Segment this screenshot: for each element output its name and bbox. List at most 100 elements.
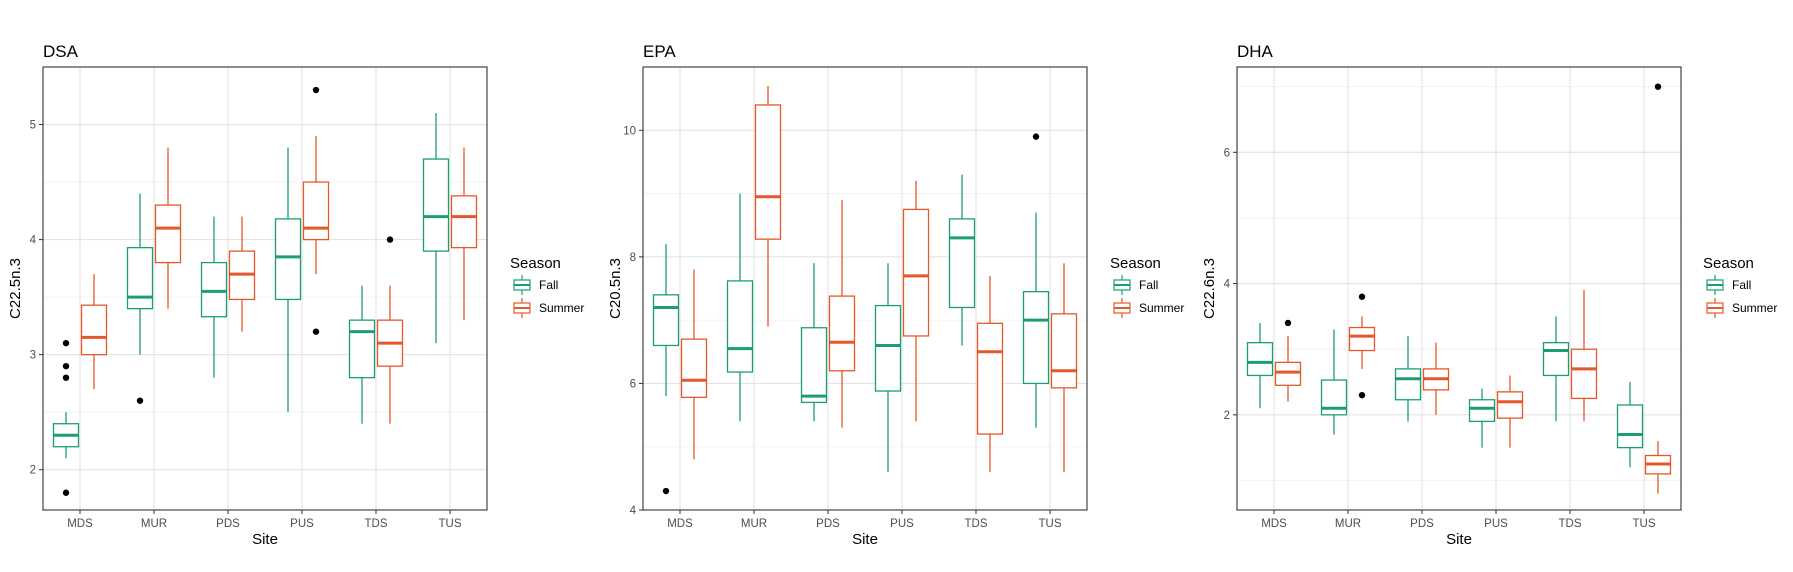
box-body bbox=[1246, 341, 1274, 377]
legend-key-summer: Summer bbox=[1113, 298, 1184, 318]
x-tick-label: TUS bbox=[1039, 518, 1062, 530]
outlier-point bbox=[1358, 391, 1366, 399]
box-fall-pus bbox=[274, 147, 302, 413]
box-fall-mds bbox=[1246, 322, 1274, 409]
x-axis-title: Site bbox=[1446, 531, 1472, 548]
legend: Season Fall Summer bbox=[1110, 255, 1184, 318]
box-body bbox=[902, 208, 930, 337]
legend-key-fall: Fall bbox=[1113, 275, 1158, 295]
x-tick-label: TDS bbox=[965, 518, 988, 530]
x-tick-label: MUR bbox=[741, 518, 767, 530]
x-tick-label: PDS bbox=[1410, 518, 1434, 530]
box-body bbox=[1050, 313, 1078, 389]
box-body bbox=[200, 261, 228, 318]
box-body bbox=[348, 319, 376, 379]
box-body bbox=[726, 280, 754, 373]
legend-label-summer: Summer bbox=[1732, 301, 1777, 315]
box-body bbox=[828, 295, 856, 372]
x-axis-title: Site bbox=[252, 531, 278, 548]
plot-area bbox=[43, 67, 487, 510]
y-tick-label: 6 bbox=[1224, 147, 1230, 159]
box-body bbox=[976, 322, 1004, 435]
outlier-point bbox=[1654, 83, 1662, 90]
legend-key-fall: Fall bbox=[513, 275, 558, 295]
y-tick-label: 2 bbox=[1224, 410, 1230, 422]
y-tick-label: 8 bbox=[630, 252, 636, 264]
box-body bbox=[154, 204, 182, 264]
x-tick-label: MDS bbox=[1261, 518, 1287, 530]
box-summer-mur bbox=[154, 147, 182, 309]
outlier-point bbox=[62, 362, 70, 370]
box-summer-mds bbox=[80, 274, 108, 390]
x-tick-label: TDS bbox=[365, 518, 388, 530]
box-body bbox=[754, 104, 782, 240]
box-body bbox=[450, 195, 478, 249]
x-tick-label: TUS bbox=[1633, 518, 1656, 530]
x-tick-label: MDS bbox=[667, 518, 693, 530]
box-summer-pus bbox=[902, 180, 930, 422]
x-tick-label: PDS bbox=[216, 518, 240, 530]
chart-title: DSA bbox=[43, 42, 79, 61]
box-body bbox=[1394, 368, 1422, 401]
box-fall-mur bbox=[1320, 329, 1348, 435]
legend-label-fall: Fall bbox=[539, 278, 558, 292]
box-body bbox=[1496, 391, 1524, 419]
box-summer-pus bbox=[1496, 375, 1524, 448]
box-summer-mur bbox=[754, 85, 782, 327]
outlier-point bbox=[662, 487, 670, 495]
x-tick-label: MUR bbox=[1335, 518, 1361, 530]
x-tick-label: PUS bbox=[1484, 518, 1508, 530]
box-body bbox=[652, 294, 680, 347]
box-fall-mur bbox=[126, 193, 154, 404]
x-tick-label: TUS bbox=[439, 518, 462, 530]
outlier-point bbox=[312, 86, 320, 94]
x-tick-label: MUR bbox=[141, 518, 167, 530]
y-tick-label: 2 bbox=[30, 465, 36, 477]
legend-key-fall: Fall bbox=[1706, 275, 1751, 295]
y-tick-label: 4 bbox=[1224, 279, 1231, 291]
y-tick-label: 3 bbox=[30, 350, 36, 362]
y-axis-title: C22.5n.3 bbox=[7, 258, 24, 319]
box-fall-tds bbox=[948, 174, 976, 346]
box-fall-mds bbox=[52, 339, 80, 496]
x-tick-label: PDS bbox=[816, 518, 840, 530]
box-summer-tus bbox=[450, 147, 478, 321]
box-summer-tds bbox=[376, 236, 404, 424]
box-body bbox=[680, 338, 708, 399]
box-body bbox=[948, 218, 976, 309]
box-fall-tus bbox=[1022, 133, 1050, 428]
y-axis-title: C20.5n.3 bbox=[607, 258, 624, 319]
y-tick-label: 4 bbox=[630, 505, 637, 517]
x-axis-title: Site bbox=[852, 531, 878, 548]
box-summer-pds bbox=[228, 216, 256, 332]
y-tick-label: 5 bbox=[30, 120, 36, 132]
box-summer-tus bbox=[1050, 263, 1078, 473]
panel-dsa: 2 3 4 5 MDS MUR PDS PUS TDS TUS DSA Site C22.5n.3 Sea… bbox=[7, 42, 584, 548]
box-summer-pds bbox=[1422, 342, 1450, 415]
box-fall-tus bbox=[422, 113, 450, 344]
outlier-point bbox=[136, 397, 144, 404]
box-summer-mur bbox=[1348, 293, 1376, 399]
box-body bbox=[1616, 404, 1644, 449]
outlier-point bbox=[62, 374, 70, 381]
box-fall-mds bbox=[652, 244, 680, 495]
y-tick-label: 4 bbox=[30, 235, 37, 247]
legend-key-summer: Summer bbox=[513, 298, 584, 318]
panel-border bbox=[1236, 66, 1682, 511]
legend-label-summer: Summer bbox=[539, 301, 584, 315]
box-body bbox=[1022, 291, 1050, 385]
panel-border bbox=[42, 66, 488, 511]
box-body bbox=[1542, 341, 1570, 377]
box-body bbox=[800, 327, 828, 404]
legend-title: Season bbox=[1703, 255, 1754, 272]
legend-label-fall: Fall bbox=[1732, 278, 1751, 292]
box-summer-pds bbox=[828, 199, 856, 428]
plot-area bbox=[643, 67, 1087, 510]
x-tick-label: TDS bbox=[1559, 518, 1582, 530]
outlier-point bbox=[1358, 293, 1366, 300]
box-body bbox=[874, 304, 902, 392]
box-body bbox=[1348, 326, 1376, 352]
box-fall-mur bbox=[726, 193, 754, 422]
box-fall-tds bbox=[348, 285, 376, 424]
